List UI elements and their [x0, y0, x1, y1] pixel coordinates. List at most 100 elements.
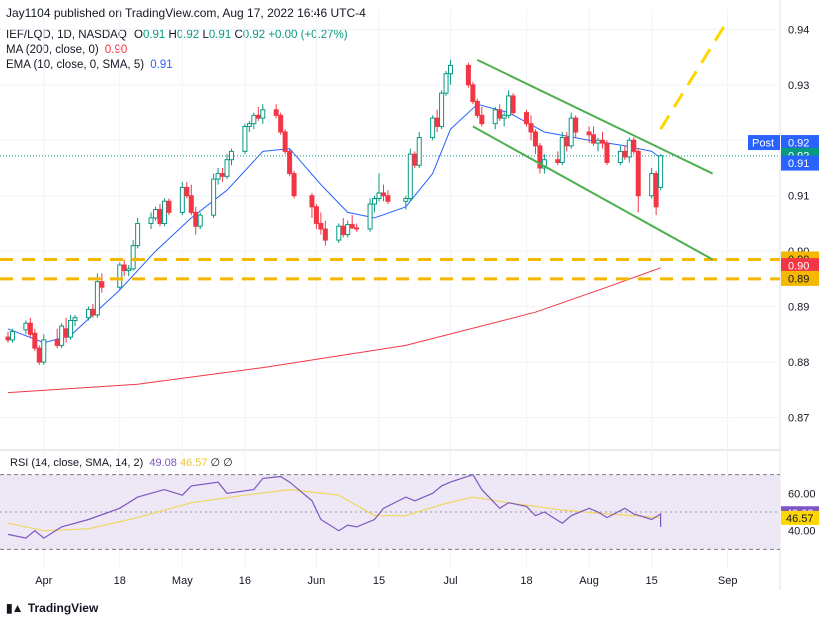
- candle: [246, 120, 252, 132]
- rsi_sma-tag-value: 46.57: [786, 513, 814, 525]
- candle: [407, 148, 413, 202]
- low-value: 0.91: [208, 29, 232, 41]
- candle: [555, 151, 561, 166]
- candle: [448, 59, 454, 85]
- candle: [492, 107, 498, 130]
- candle: [649, 168, 655, 199]
- price-tick-label: 0.94: [788, 24, 809, 36]
- candle: [626, 137, 632, 163]
- candle: [591, 126, 597, 146]
- rsi-extra: ∅ ∅: [210, 457, 233, 469]
- symbol-legend[interactable]: IEF/LQD, 1D, NASDAQ O0.91 H0.92 L0.91 C0…: [6, 29, 348, 41]
- candle: [99, 273, 105, 293]
- candle-body: [555, 159, 561, 163]
- candle: [617, 145, 623, 166]
- candle: [439, 90, 445, 130]
- candle-body: [443, 73, 449, 94]
- symbol-label: IEF/LQD, 1D, NASDAQ: [6, 29, 127, 41]
- candle: [5, 331, 11, 343]
- candle: [380, 184, 386, 202]
- candle: [117, 262, 123, 290]
- rsi-band-layer: [0, 474, 780, 550]
- candle: [41, 334, 47, 365]
- candle-body: [220, 173, 226, 177]
- drawings-layer: [0, 23, 780, 281]
- ma-legend[interactable]: MA (200, close, 0) 0.90: [6, 44, 127, 56]
- candle-body: [322, 228, 328, 241]
- candle: [9, 328, 15, 343]
- candle-body: [197, 214, 203, 227]
- candle-body: [506, 95, 512, 116]
- candle: [528, 115, 534, 141]
- ema-legend[interactable]: EMA (10, close, 0, SMA, 5) 0.91: [6, 59, 173, 71]
- channel-lower-line: [472, 125, 714, 261]
- candle-body: [117, 264, 123, 288]
- candle-body: [591, 134, 597, 144]
- candle-body: [649, 173, 655, 197]
- change-value: +0.00 (+0.27%): [268, 29, 348, 41]
- time-tick-label: Jul: [443, 575, 457, 587]
- candle-body: [626, 139, 632, 158]
- post-label-text: Post: [752, 138, 774, 150]
- candle-body: [568, 117, 574, 147]
- candle-body: [501, 114, 507, 119]
- candle-body: [586, 131, 592, 136]
- candle-body: [23, 322, 29, 331]
- candle: [309, 192, 315, 218]
- price-tick-label: 0.91: [788, 191, 809, 203]
- candle-body: [528, 123, 534, 133]
- candle: [215, 168, 221, 185]
- time-tick-label: 15: [646, 575, 658, 587]
- tradingview-logo-icon: ▮▲: [6, 601, 24, 615]
- candle-body: [260, 109, 266, 119]
- support-price-tag: [781, 270, 819, 286]
- time-tick-label: 18: [114, 575, 126, 587]
- rsi-legend[interactable]: RSI (14, close, SMA, 14, 2) 49.08 46.57 …: [10, 456, 233, 469]
- candle: [121, 259, 127, 277]
- candle-body: [157, 209, 163, 224]
- candle: [322, 220, 328, 246]
- indicator-layer: [0, 103, 780, 539]
- post-price-tag-value: 0.92: [788, 138, 809, 150]
- candle: [479, 107, 485, 127]
- candle: [63, 317, 69, 343]
- candle: [506, 90, 512, 119]
- candle-body: [166, 200, 172, 213]
- candle: [59, 323, 65, 349]
- time-tick-label: May: [172, 575, 193, 587]
- candle-body: [121, 264, 127, 272]
- candle: [193, 206, 199, 235]
- support-price-tag-value: 0.89: [788, 273, 809, 285]
- candle-body: [161, 200, 167, 224]
- candle: [474, 98, 480, 119]
- tradingview-logo[interactable]: ▮▲ TradingView: [6, 601, 98, 615]
- candle-body: [135, 222, 141, 247]
- candle-body: [372, 198, 378, 205]
- time-tick-label: Jun: [308, 575, 326, 587]
- candle: [85, 306, 91, 321]
- candle: [211, 173, 217, 218]
- candle-body: [492, 109, 498, 125]
- rsi-tick-label: 40.00: [788, 526, 816, 538]
- candle: [537, 143, 543, 174]
- candle-body: [367, 203, 373, 230]
- candle-body: [497, 109, 503, 119]
- candle: [465, 62, 471, 88]
- rsi-line: [7, 473, 662, 539]
- candle: [430, 115, 436, 141]
- post-label-box: [748, 135, 780, 151]
- candle-body: [9, 331, 15, 341]
- candle: [27, 317, 33, 338]
- candle-body: [564, 137, 570, 147]
- candle-body: [228, 150, 234, 161]
- candle: [220, 168, 226, 182]
- candle: [291, 170, 297, 199]
- candle-body: [130, 245, 136, 270]
- candle: [658, 154, 664, 191]
- rsi-sma-legend-value: 46.57: [179, 457, 208, 469]
- candle: [586, 126, 592, 144]
- candle-body: [595, 139, 601, 144]
- candle-body: [72, 317, 78, 321]
